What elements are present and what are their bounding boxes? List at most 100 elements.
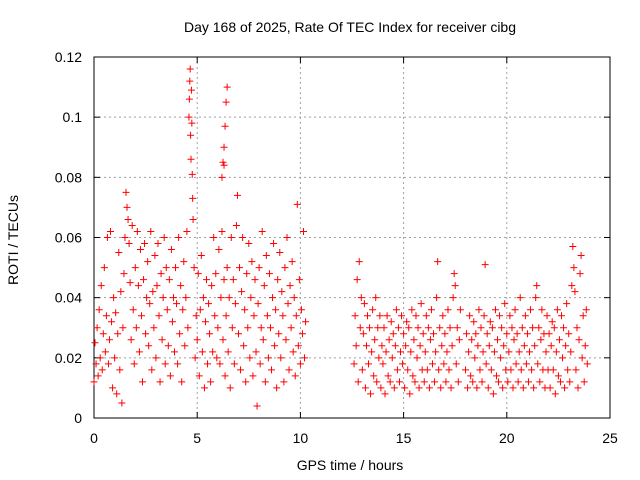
data-point: [207, 378, 215, 386]
data-point: [471, 354, 479, 362]
data-point: [375, 354, 383, 362]
data-point: [123, 203, 131, 211]
data-point: [499, 384, 507, 392]
data-point: [565, 330, 573, 338]
data-point: [566, 378, 574, 386]
data-point: [276, 249, 284, 257]
data-point: [479, 348, 487, 356]
data-point: [196, 306, 204, 314]
data-point: [551, 390, 559, 398]
data-point: [244, 324, 252, 332]
data-point: [577, 252, 585, 260]
data-point: [517, 366, 525, 374]
data-point: [216, 360, 224, 368]
x-tick-label: 25: [602, 430, 618, 446]
data-point: [406, 390, 414, 398]
data-point: [222, 312, 230, 320]
data-point: [97, 282, 105, 290]
data-point: [453, 324, 461, 332]
data-point: [524, 378, 532, 386]
data-point: [476, 366, 484, 374]
data-point: [264, 354, 272, 362]
data-point: [223, 83, 231, 91]
data-point: [387, 318, 395, 326]
data-point: [580, 378, 588, 386]
data-point: [357, 294, 365, 302]
y-tick-label: 0.02: [55, 350, 82, 366]
data-points: [90, 65, 591, 410]
data-point: [505, 348, 513, 356]
data-point: [102, 312, 110, 320]
data-point: [178, 378, 186, 386]
data-point: [496, 312, 504, 320]
data-point: [154, 240, 162, 248]
data-point: [519, 384, 527, 392]
data-point: [221, 122, 229, 130]
data-point: [188, 119, 196, 127]
data-point: [210, 234, 218, 241]
data-point: [182, 294, 190, 302]
data-point: [295, 276, 303, 284]
data-point: [373, 378, 381, 386]
data-point: [441, 330, 449, 338]
y-tick-label: 0.1: [63, 109, 83, 125]
data-point: [131, 264, 139, 272]
data-point: [149, 288, 157, 296]
data-point: [164, 342, 172, 350]
x-axis-label: GPS time / hours: [297, 457, 404, 473]
data-point: [229, 276, 237, 284]
data-point: [208, 282, 216, 290]
data-point: [403, 318, 411, 326]
data-point: [180, 258, 188, 266]
data-point: [556, 378, 564, 386]
data-point: [141, 240, 149, 248]
data-point: [128, 221, 136, 229]
data-point: [353, 276, 361, 284]
data-point: [166, 372, 174, 380]
data-point: [220, 276, 228, 284]
data-point: [411, 378, 419, 386]
data-point: [428, 360, 436, 368]
data-point: [246, 354, 254, 362]
data-point: [560, 324, 568, 332]
data-point: [136, 246, 144, 254]
data-point: [490, 348, 498, 356]
data-point: [562, 342, 570, 350]
data-point: [218, 227, 226, 235]
data-point: [474, 342, 482, 350]
data-point: [119, 324, 127, 332]
data-point: [114, 330, 122, 338]
data-point: [268, 366, 276, 374]
data-point: [370, 372, 378, 380]
data-point: [238, 288, 246, 296]
data-point: [101, 348, 109, 356]
data-point: [297, 306, 305, 314]
data-point: [172, 264, 180, 272]
data-point: [289, 348, 297, 356]
data-point: [445, 366, 453, 374]
data-point: [285, 366, 293, 374]
data-point: [230, 360, 238, 368]
data-point: [443, 348, 451, 356]
data-point: [549, 366, 557, 374]
data-point: [415, 384, 423, 392]
data-point: [299, 227, 307, 235]
data-point: [185, 113, 193, 121]
y-tick-label: 0: [74, 410, 82, 426]
data-point: [275, 330, 283, 338]
data-point: [504, 378, 512, 386]
data-point: [176, 330, 184, 338]
data-point: [381, 390, 389, 398]
data-point: [413, 354, 421, 362]
data-point: [494, 336, 502, 344]
data-point: [412, 312, 420, 320]
data-point: [258, 227, 266, 235]
data-point: [575, 336, 583, 344]
data-point: [252, 348, 260, 356]
data-point: [576, 270, 584, 278]
data-point: [521, 312, 529, 320]
data-point: [99, 330, 107, 338]
data-point: [398, 312, 406, 320]
data-point: [581, 342, 589, 350]
data-point: [384, 372, 392, 380]
